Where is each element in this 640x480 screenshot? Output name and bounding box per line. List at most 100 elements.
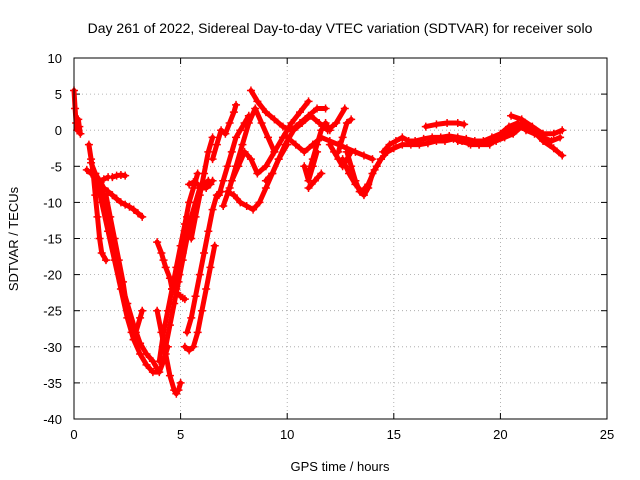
data-point-marker: [308, 155, 317, 164]
data-point-marker: [421, 122, 430, 131]
data-point-marker: [108, 173, 117, 182]
data-point-marker: [204, 227, 213, 236]
y-axis-label: SDTVAR / TECUs: [6, 186, 21, 291]
y-tick-label: 10: [48, 51, 62, 66]
data-point-marker: [547, 137, 556, 146]
data-point-marker: [232, 100, 241, 109]
data-point-marker: [445, 131, 454, 140]
data-point-marker: [310, 176, 319, 185]
data-point-marker: [244, 118, 253, 127]
data-point-marker: [338, 155, 347, 164]
data-point-marker: [97, 183, 106, 192]
data-point-marker: [347, 115, 356, 124]
data-point-marker: [193, 180, 202, 189]
data-point-marker: [136, 313, 145, 322]
data-point-marker: [138, 306, 147, 315]
data-point-marker: [300, 162, 309, 171]
data-point-marker: [411, 137, 420, 146]
data-point-marker: [223, 187, 232, 196]
data-point-marker: [189, 342, 198, 351]
data-point-marker: [191, 292, 200, 301]
data-series-track-34: [421, 118, 469, 131]
data-point-marker: [229, 108, 238, 117]
data-point-marker: [165, 371, 174, 380]
data-point-marker: [298, 118, 307, 127]
data-point-marker: [453, 118, 462, 127]
data-series-track-23: [246, 86, 330, 135]
plot-frame: [73, 57, 608, 420]
data-point-marker: [528, 122, 537, 131]
data-point-marker: [385, 140, 394, 149]
data-point-marker: [359, 151, 368, 160]
data-point-marker: [270, 147, 279, 156]
data-point-marker: [370, 165, 379, 174]
x-tick-label: 5: [177, 427, 184, 442]
data-point-marker: [121, 171, 130, 180]
data-point-marker: [180, 342, 189, 351]
data-point-marker: [223, 162, 232, 171]
data-point-marker: [101, 256, 110, 265]
data-point-marker: [325, 126, 334, 135]
data-point-marker: [136, 339, 145, 348]
data-point-marker: [391, 137, 400, 146]
data-point-marker: [170, 299, 179, 308]
data-point-marker: [251, 104, 260, 113]
data-point-marker: [142, 360, 151, 369]
data-point-marker: [104, 212, 113, 221]
data-point-marker: [212, 140, 221, 149]
data-point-marker: [195, 270, 204, 279]
data-point-marker: [229, 191, 238, 200]
data-point-marker: [236, 198, 245, 207]
data-point-marker: [165, 321, 174, 330]
data-point-marker: [133, 209, 142, 218]
data-point-marker: [200, 248, 209, 257]
data-point-marker: [185, 346, 194, 355]
data-point-marker: [507, 126, 516, 135]
data-point-marker: [342, 147, 351, 156]
data-point-marker: [556, 133, 565, 142]
y-tick-label: -30: [43, 340, 62, 355]
data-point-marker: [357, 187, 366, 196]
data-point-marker: [274, 155, 283, 164]
data-point-marker: [234, 162, 243, 171]
data-point-marker: [246, 155, 255, 164]
x-tick-label: 10: [280, 427, 294, 442]
data-point-marker: [221, 129, 230, 138]
series-track: [156, 171, 201, 364]
data-point-marker: [507, 111, 516, 120]
data-point-marker: [287, 118, 296, 127]
data-point-marker: [281, 140, 290, 149]
series-track: [335, 116, 354, 155]
data-point-marker: [138, 212, 147, 221]
y-tick-label: -20: [43, 268, 62, 283]
data-point-marker: [180, 227, 189, 236]
data-point-marker: [161, 263, 170, 272]
data-point-marker: [227, 147, 236, 156]
data-point-marker: [208, 155, 217, 164]
data-point-marker: [125, 202, 134, 211]
y-tick-label: -25: [43, 304, 62, 319]
data-series-track-3: [108, 170, 130, 182]
data-point-marker: [153, 306, 162, 315]
data-point-marker: [475, 140, 484, 149]
data-point-marker: [153, 364, 162, 373]
data-point-marker: [389, 144, 398, 153]
data-point-marker: [153, 238, 162, 247]
data-point-marker: [453, 137, 462, 146]
x-tick-label: 25: [600, 427, 614, 442]
data-point-marker: [464, 139, 473, 148]
data-point-marker: [191, 212, 200, 221]
data-point-marker: [443, 118, 452, 127]
data-point-marker: [74, 115, 83, 124]
data-point-marker: [321, 118, 330, 127]
data-point-marker: [496, 133, 505, 142]
data-point-marker: [364, 180, 373, 189]
y-tick-label: -15: [43, 232, 62, 247]
data-point-marker: [116, 277, 125, 286]
data-point-marker: [121, 200, 130, 209]
data-point-marker: [539, 137, 548, 146]
data-point-marker: [261, 162, 270, 171]
data-point-marker: [176, 378, 185, 387]
data-series-track-15: [180, 241, 219, 355]
